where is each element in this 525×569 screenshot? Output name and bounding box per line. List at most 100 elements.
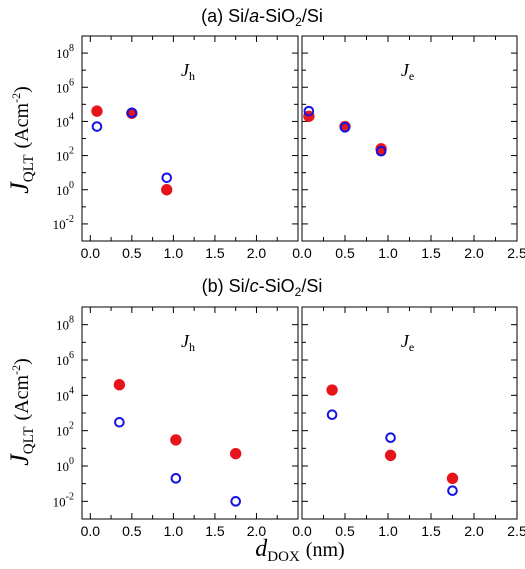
y-tick-label-part: 0 [69,456,74,467]
subplot-a-je: 0.0 0.5 1.0 1.5 2.0 2.5 Je [292,35,525,261]
y-tick-label-part: 4 [69,111,74,122]
y-tick-label: 10-2 [53,491,74,509]
y-axis-label-part: J [5,181,34,194]
y-tick-label-part: 10 [56,388,69,403]
x-tick-label: 0.5 [122,523,142,539]
x-tick-label: 2.0 [464,245,484,261]
data-point-open [447,485,458,496]
y-tick-label: 100 [56,180,74,198]
x-axis-label-part: DOX [267,549,300,565]
y-axis-label: JQLT (Acm-2) [5,86,37,194]
data-point-open [114,416,125,428]
y-axis-label-part: QLT [21,426,37,454]
panel-title-part: Si/ [229,276,250,296]
x-tick-label: 2.0 [247,523,267,539]
y-tick-label-part: 4 [69,385,74,396]
y-axis-label-part: -2 [9,93,23,103]
data-point-open [91,121,103,132]
data-point-filled [229,447,242,460]
x-tick-label: 2.0 [247,245,267,261]
x-tick-label: 1.0 [164,245,184,261]
y-axis-label-part: ) [11,358,33,365]
x-tick-label: 1.5 [421,245,441,261]
data-point-filled [91,105,103,117]
x-tick-label: 0.0 [81,245,101,261]
data-point-open [126,107,138,119]
panel-title-part: Si/ [228,6,249,26]
subplot-label: Je [401,60,414,83]
panel-title-part: c [250,276,259,296]
x-tick-label: 1.0 [378,245,398,261]
subplot-label-part: J [181,331,190,351]
x-tick-label: 1.0 [164,523,184,539]
panel-title-part: /Si [301,276,322,296]
x-axis-label-part: (nm) [306,539,345,561]
subplot-label-part: h [189,340,195,354]
panel-title-part: /Si [302,6,323,26]
x-tick-label: 2.5 [507,523,525,539]
y-tick-label-part: 6 [69,350,74,361]
panel-title-part: -SiO [259,6,295,26]
subplot-label: Jh [181,331,195,354]
data-point-filled [326,384,338,396]
panel-title: (a) Si/a-SiO2/Si [201,6,323,29]
y-tick-label-part: 10 [56,46,69,61]
plot-frame [81,306,299,520]
subplot-b-jh: 0.0 0.5 1.0 1.5 2.0 Jh [81,306,299,539]
y-tick-label: 10-2 [53,214,74,232]
y-tick-label: 104 [56,111,74,129]
y-tick-label: 104 [56,385,74,403]
y-tick-label: 106 [56,350,74,368]
y-tick-label-part: 10 [56,114,69,129]
panel-title-part: (b) [202,276,229,296]
plot-frame [301,35,518,242]
y-tick-label-part: 10 [56,424,69,439]
data-point-open [375,145,387,157]
x-tick-label: 0.5 [335,245,355,261]
y-axis-label-part: -2 [9,365,23,375]
y-tick-label-part: 2 [69,421,74,432]
x-tick-label: 1.5 [205,245,225,261]
y-tick-label: 102 [56,421,74,439]
y-tick-label-part: -2 [66,214,74,225]
y-tick-label: 106 [56,77,74,95]
data-point-open [385,432,396,443]
data-point-open [161,172,173,184]
x-tick-label: 2.0 [464,523,484,539]
y-tick-label-part: -2 [66,491,74,502]
x-tick-label: 1.5 [205,523,225,539]
data-point-open [303,105,315,117]
panel-title-part: (a) [201,6,228,26]
subplot-label-part: J [401,60,410,80]
data-point-filled [375,143,387,155]
y-tick-label-part: 10 [56,149,69,164]
y-axis-label-part: J [5,453,34,466]
subplot-label-part: J [181,60,190,80]
data-point-open [339,122,351,133]
y-tick-label-part: 6 [69,77,74,88]
y-axis-label: JQLT (Acm-2) [5,358,37,466]
y-tick-label-part: 10 [56,353,69,368]
y-tick-label-part: 10 [56,459,69,474]
y-tick-label-part: 10 [53,494,66,509]
y-tick-label-part: 10 [56,80,69,95]
plot-frame [301,306,518,520]
y-axis-label-part: (Acm [11,102,33,148]
data-point-filled [161,184,173,196]
y-tick-label: 100 [56,456,74,474]
data-point-filled [384,449,397,462]
y-tick-label-part: 10 [53,217,66,232]
panel-title-part: a [249,6,259,26]
panel-a: (a) Si/a-SiO2/SiJQLT(Acm-2)10-2100102104… [5,6,525,261]
data-point-open [170,473,182,484]
y-tick-label-part: 8 [69,43,74,54]
y-tick-label-part: 8 [69,315,74,326]
y-tick-label-part: 10 [56,183,69,198]
x-tick-label: 0.0 [292,523,312,539]
x-axis-label: dDOX (nm) [255,536,344,565]
panel-title-part: 2 [295,285,302,299]
y-tick-label: 108 [56,43,74,61]
panel-b: (b) Si/c-SiO2/SiJQLT(Acm-2)10-2100102104… [5,276,525,565]
x-tick-label: 0.0 [81,523,101,539]
